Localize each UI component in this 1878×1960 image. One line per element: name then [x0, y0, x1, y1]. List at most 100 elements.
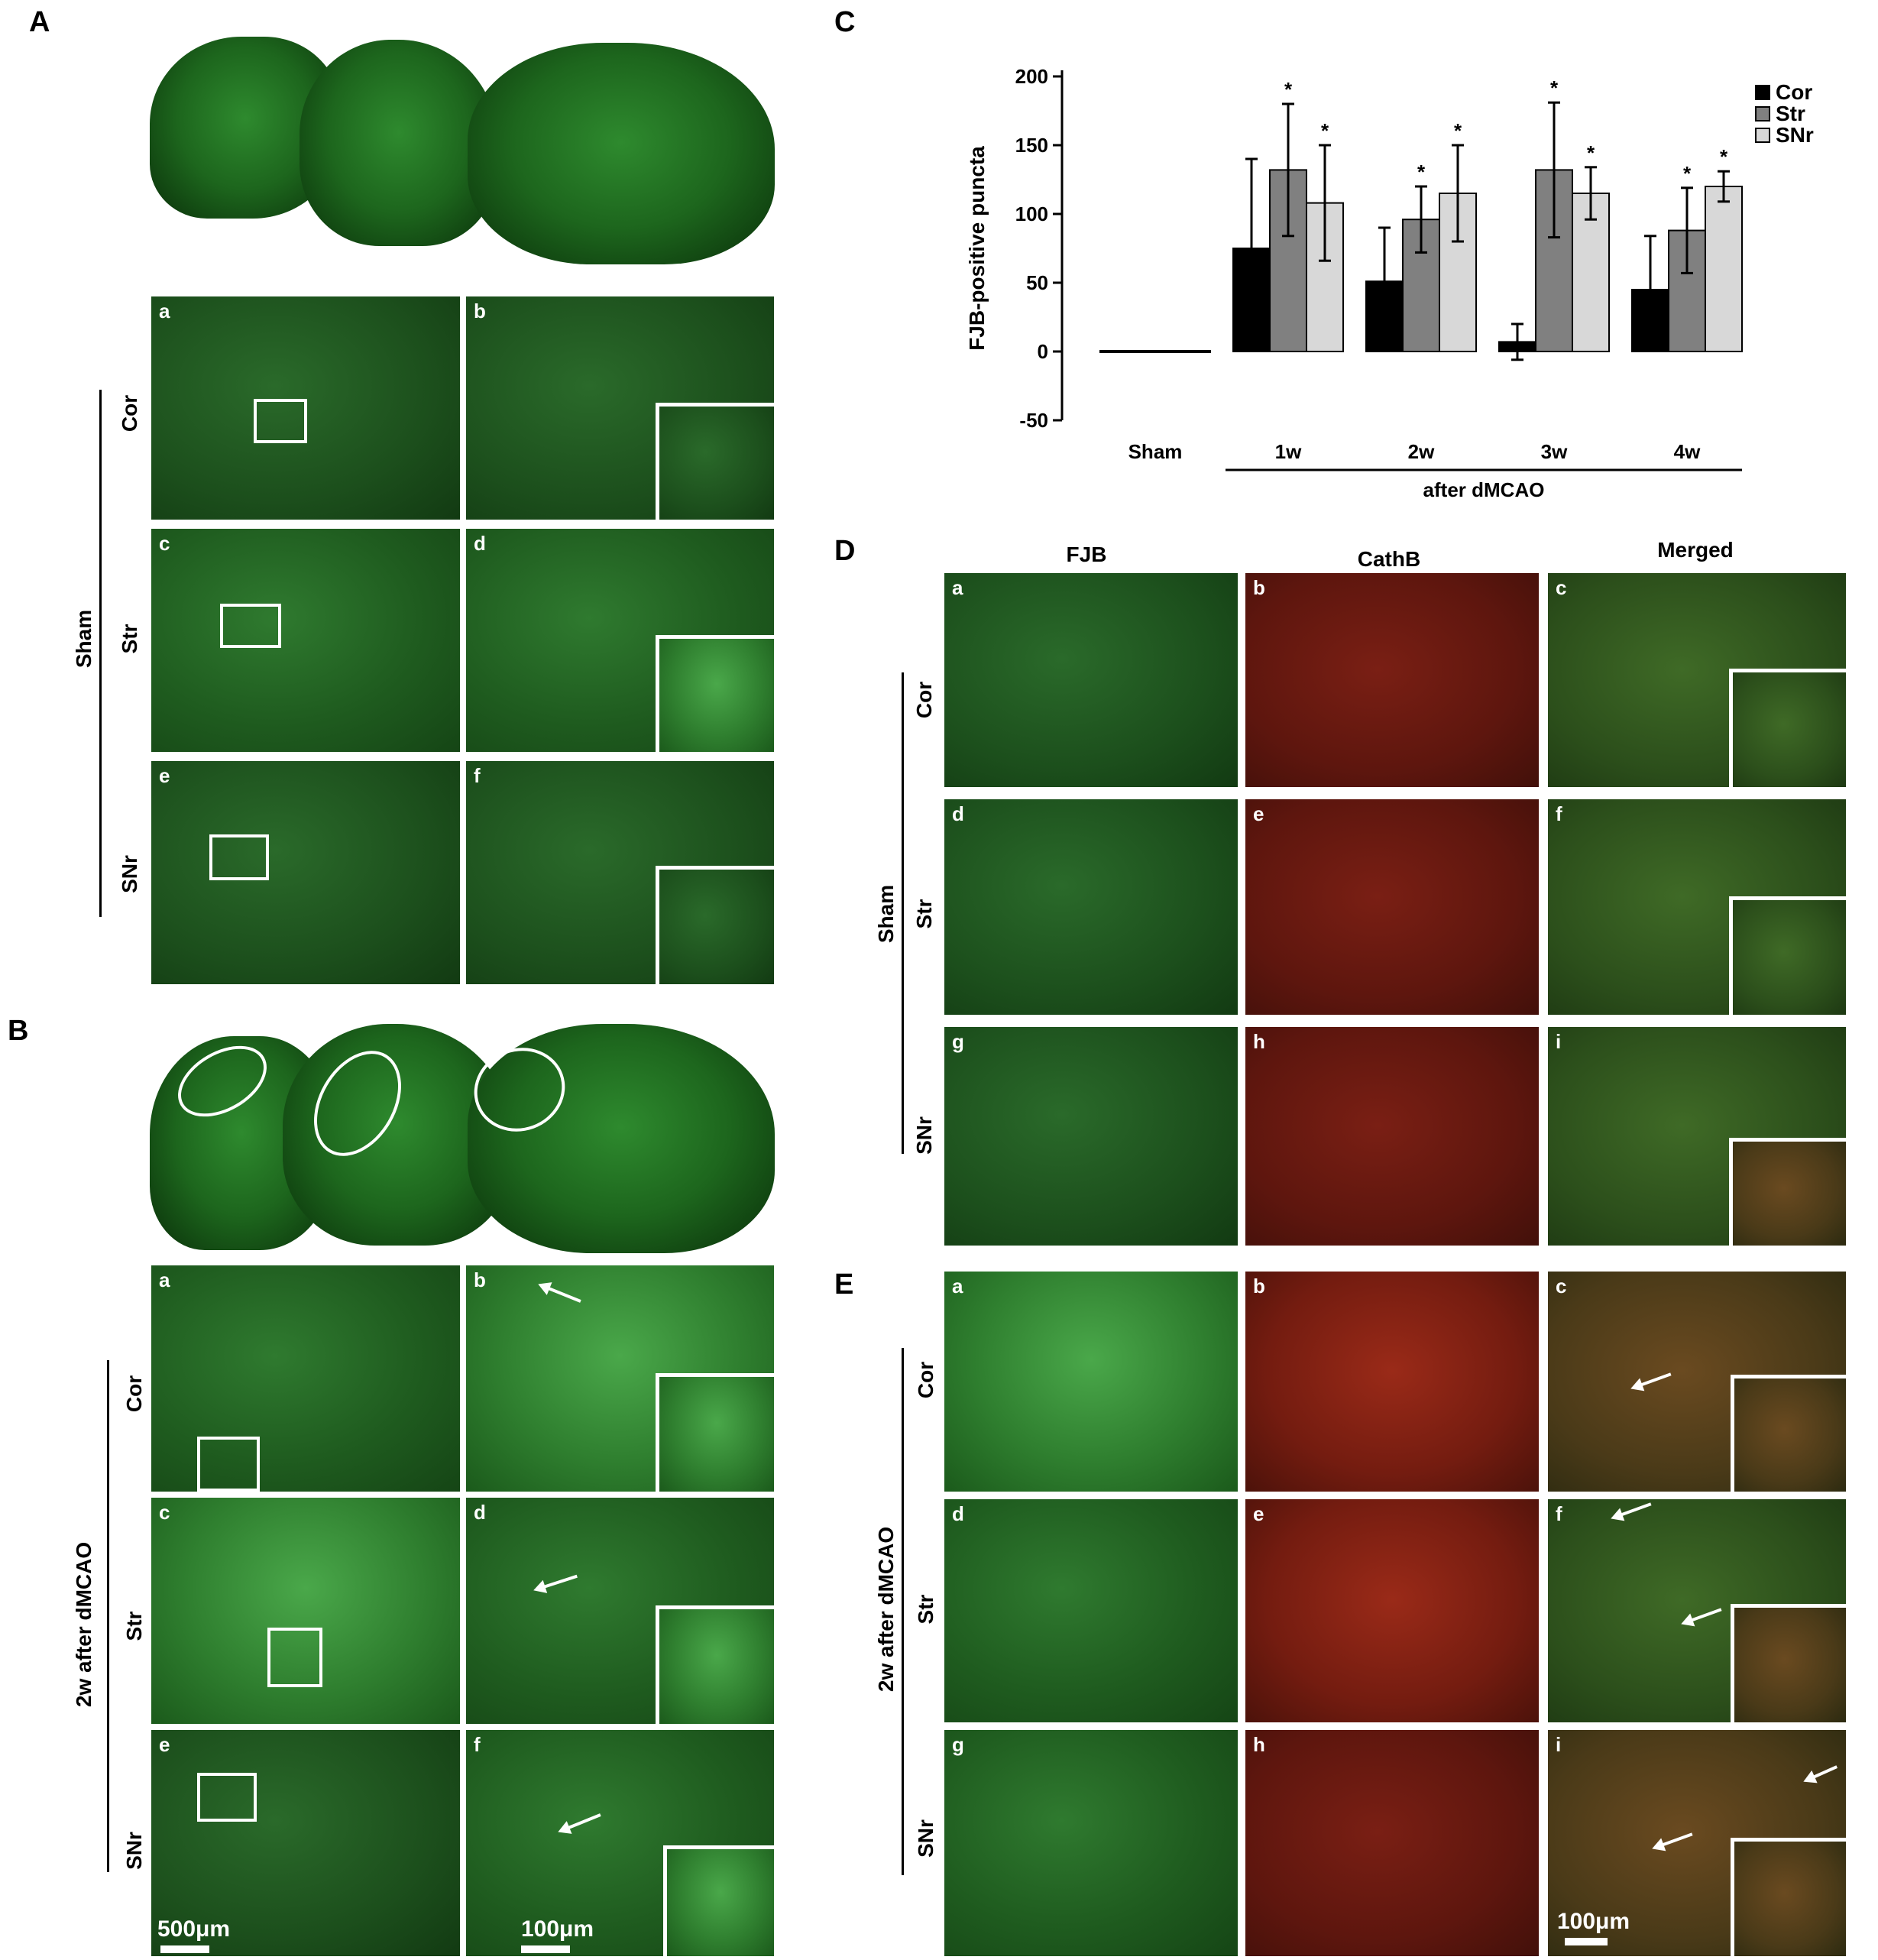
micrograph-e-i: i 100μm: [1548, 1730, 1846, 1956]
significance-marker: *: [1454, 119, 1462, 142]
legend-label-cor: Cor: [1776, 80, 1812, 104]
legend-label-snr: SNr: [1776, 123, 1814, 147]
inset: [1729, 669, 1846, 787]
scale-bar: [160, 1945, 209, 1953]
micrograph-d-i: i: [1548, 1027, 1846, 1246]
group-bracket-d: [902, 672, 904, 1154]
inset: [1731, 1604, 1846, 1722]
arrow-icon: [540, 1284, 581, 1303]
significance-marker: *: [1587, 141, 1595, 164]
arrow-icon: [1654, 1832, 1693, 1849]
scale-bar: [521, 1945, 570, 1953]
micrograph-d-e: e: [1245, 799, 1539, 1015]
scale-bar-label: 100μm: [521, 1916, 594, 1942]
y-tick-label: 0: [1038, 340, 1048, 363]
micrograph-b-d: d: [466, 1498, 774, 1724]
row-label-a-cor: Cor: [118, 394, 141, 432]
micrograph-e-b: b: [1245, 1272, 1539, 1492]
group-label-a: Sham: [72, 609, 96, 669]
column-label-fjb: FJB: [1066, 543, 1107, 566]
micrograph-d-d: d: [944, 799, 1238, 1015]
roi-box: [254, 399, 307, 443]
x-axis-label: after dMCAO: [1423, 478, 1545, 501]
inset: [1731, 1838, 1846, 1956]
row-label-e-cor: Cor: [914, 1361, 937, 1399]
inset: [656, 403, 774, 520]
row-label-b-str: Str: [122, 1611, 146, 1641]
row-label-e-str: Str: [914, 1594, 937, 1625]
legend-swatch-str: [1755, 106, 1770, 121]
column-label-cathb: CathB: [1357, 547, 1421, 571]
bar-snr-Sham: [1173, 350, 1211, 353]
inset: [656, 635, 774, 752]
bar-snr-4w: [1705, 186, 1743, 352]
micrograph-d-b: b: [1245, 573, 1539, 787]
y-axis-label: FJB-positive puncta: [965, 146, 989, 351]
micrograph-a-b: b: [466, 296, 774, 520]
row-label-d-str: Str: [912, 899, 936, 929]
y-tick-label: 50: [1026, 271, 1048, 294]
roi-box: [220, 604, 281, 648]
inset: [656, 1605, 774, 1724]
inset: [1731, 1375, 1846, 1492]
scale-bar-label: 100μm: [1557, 1909, 1630, 1934]
group-label-b: 2w after dMCAO: [72, 1541, 96, 1708]
micrograph-a-e: e: [151, 761, 460, 984]
inset: [1729, 896, 1846, 1015]
panel-label-a: A: [29, 6, 50, 38]
row-label-d-cor: Cor: [912, 681, 936, 719]
group-label-d: Sham: [874, 884, 898, 944]
scale-bar-label: 500μm: [157, 1916, 231, 1942]
row-label-b-snr: SNr: [122, 1832, 146, 1870]
x-tick-label: Sham: [1128, 440, 1183, 463]
roi-box: [209, 834, 269, 880]
panel-label-d: D: [834, 535, 856, 567]
micrograph-b-a: a: [151, 1265, 460, 1492]
arrow-icon: [1805, 1765, 1838, 1782]
micrograph-d-g: g: [944, 1027, 1238, 1246]
inset: [656, 866, 774, 984]
inset: [1729, 1138, 1846, 1246]
arrow-icon: [536, 1574, 578, 1591]
group-label-e: 2w after dMCAO: [874, 1526, 898, 1693]
column-label-merged: Merged: [1657, 538, 1734, 562]
micrograph-d-a: a: [944, 573, 1238, 787]
x-tick-label: 3w: [1541, 440, 1568, 463]
y-tick-label: -50: [1019, 409, 1048, 432]
row-label-a-snr: SNr: [118, 855, 141, 893]
inset: [663, 1845, 774, 1956]
micrograph-a-d: d: [466, 529, 774, 752]
micrograph-b-f: f 100μm: [466, 1730, 774, 1956]
significance-marker: *: [1417, 160, 1426, 183]
y-tick-label: 200: [1015, 65, 1048, 88]
x-tick-label: 4w: [1674, 440, 1701, 463]
arrow-icon: [1683, 1608, 1722, 1625]
micrograph-d-h: h: [1245, 1027, 1539, 1246]
panel-label-e: E: [834, 1268, 854, 1301]
row-label-d-snr: SNr: [912, 1116, 936, 1155]
micrograph-b-c: c: [151, 1498, 460, 1724]
micrograph-e-f: f: [1548, 1499, 1846, 1722]
arrow-icon: [1633, 1372, 1672, 1389]
micrograph-e-g: g: [944, 1730, 1238, 1956]
micrograph-a-a: a: [151, 296, 460, 520]
group-bracket-b: [107, 1360, 109, 1872]
micrograph-d-f: f: [1548, 799, 1846, 1015]
micrograph-a-f: f: [466, 761, 774, 984]
row-label-b-cor: Cor: [122, 1375, 146, 1413]
group-bracket-e: [902, 1348, 904, 1875]
significance-marker: *: [1720, 145, 1728, 168]
row-label-e-snr: SNr: [914, 1819, 937, 1858]
scale-bar: [1565, 1938, 1608, 1945]
significance-marker: *: [1683, 162, 1692, 185]
micrograph-e-e: e: [1245, 1499, 1539, 1722]
inset: [656, 1373, 774, 1492]
arrow-icon: [560, 1813, 601, 1832]
micrograph-e-a: a: [944, 1272, 1238, 1492]
roi-box: [197, 1437, 260, 1492]
row-label-a-str: Str: [118, 624, 141, 654]
micrograph-e-c: c: [1548, 1272, 1846, 1492]
legend-label-str: Str: [1776, 102, 1805, 125]
roi-box: [197, 1773, 257, 1822]
y-tick-label: 150: [1015, 134, 1048, 157]
